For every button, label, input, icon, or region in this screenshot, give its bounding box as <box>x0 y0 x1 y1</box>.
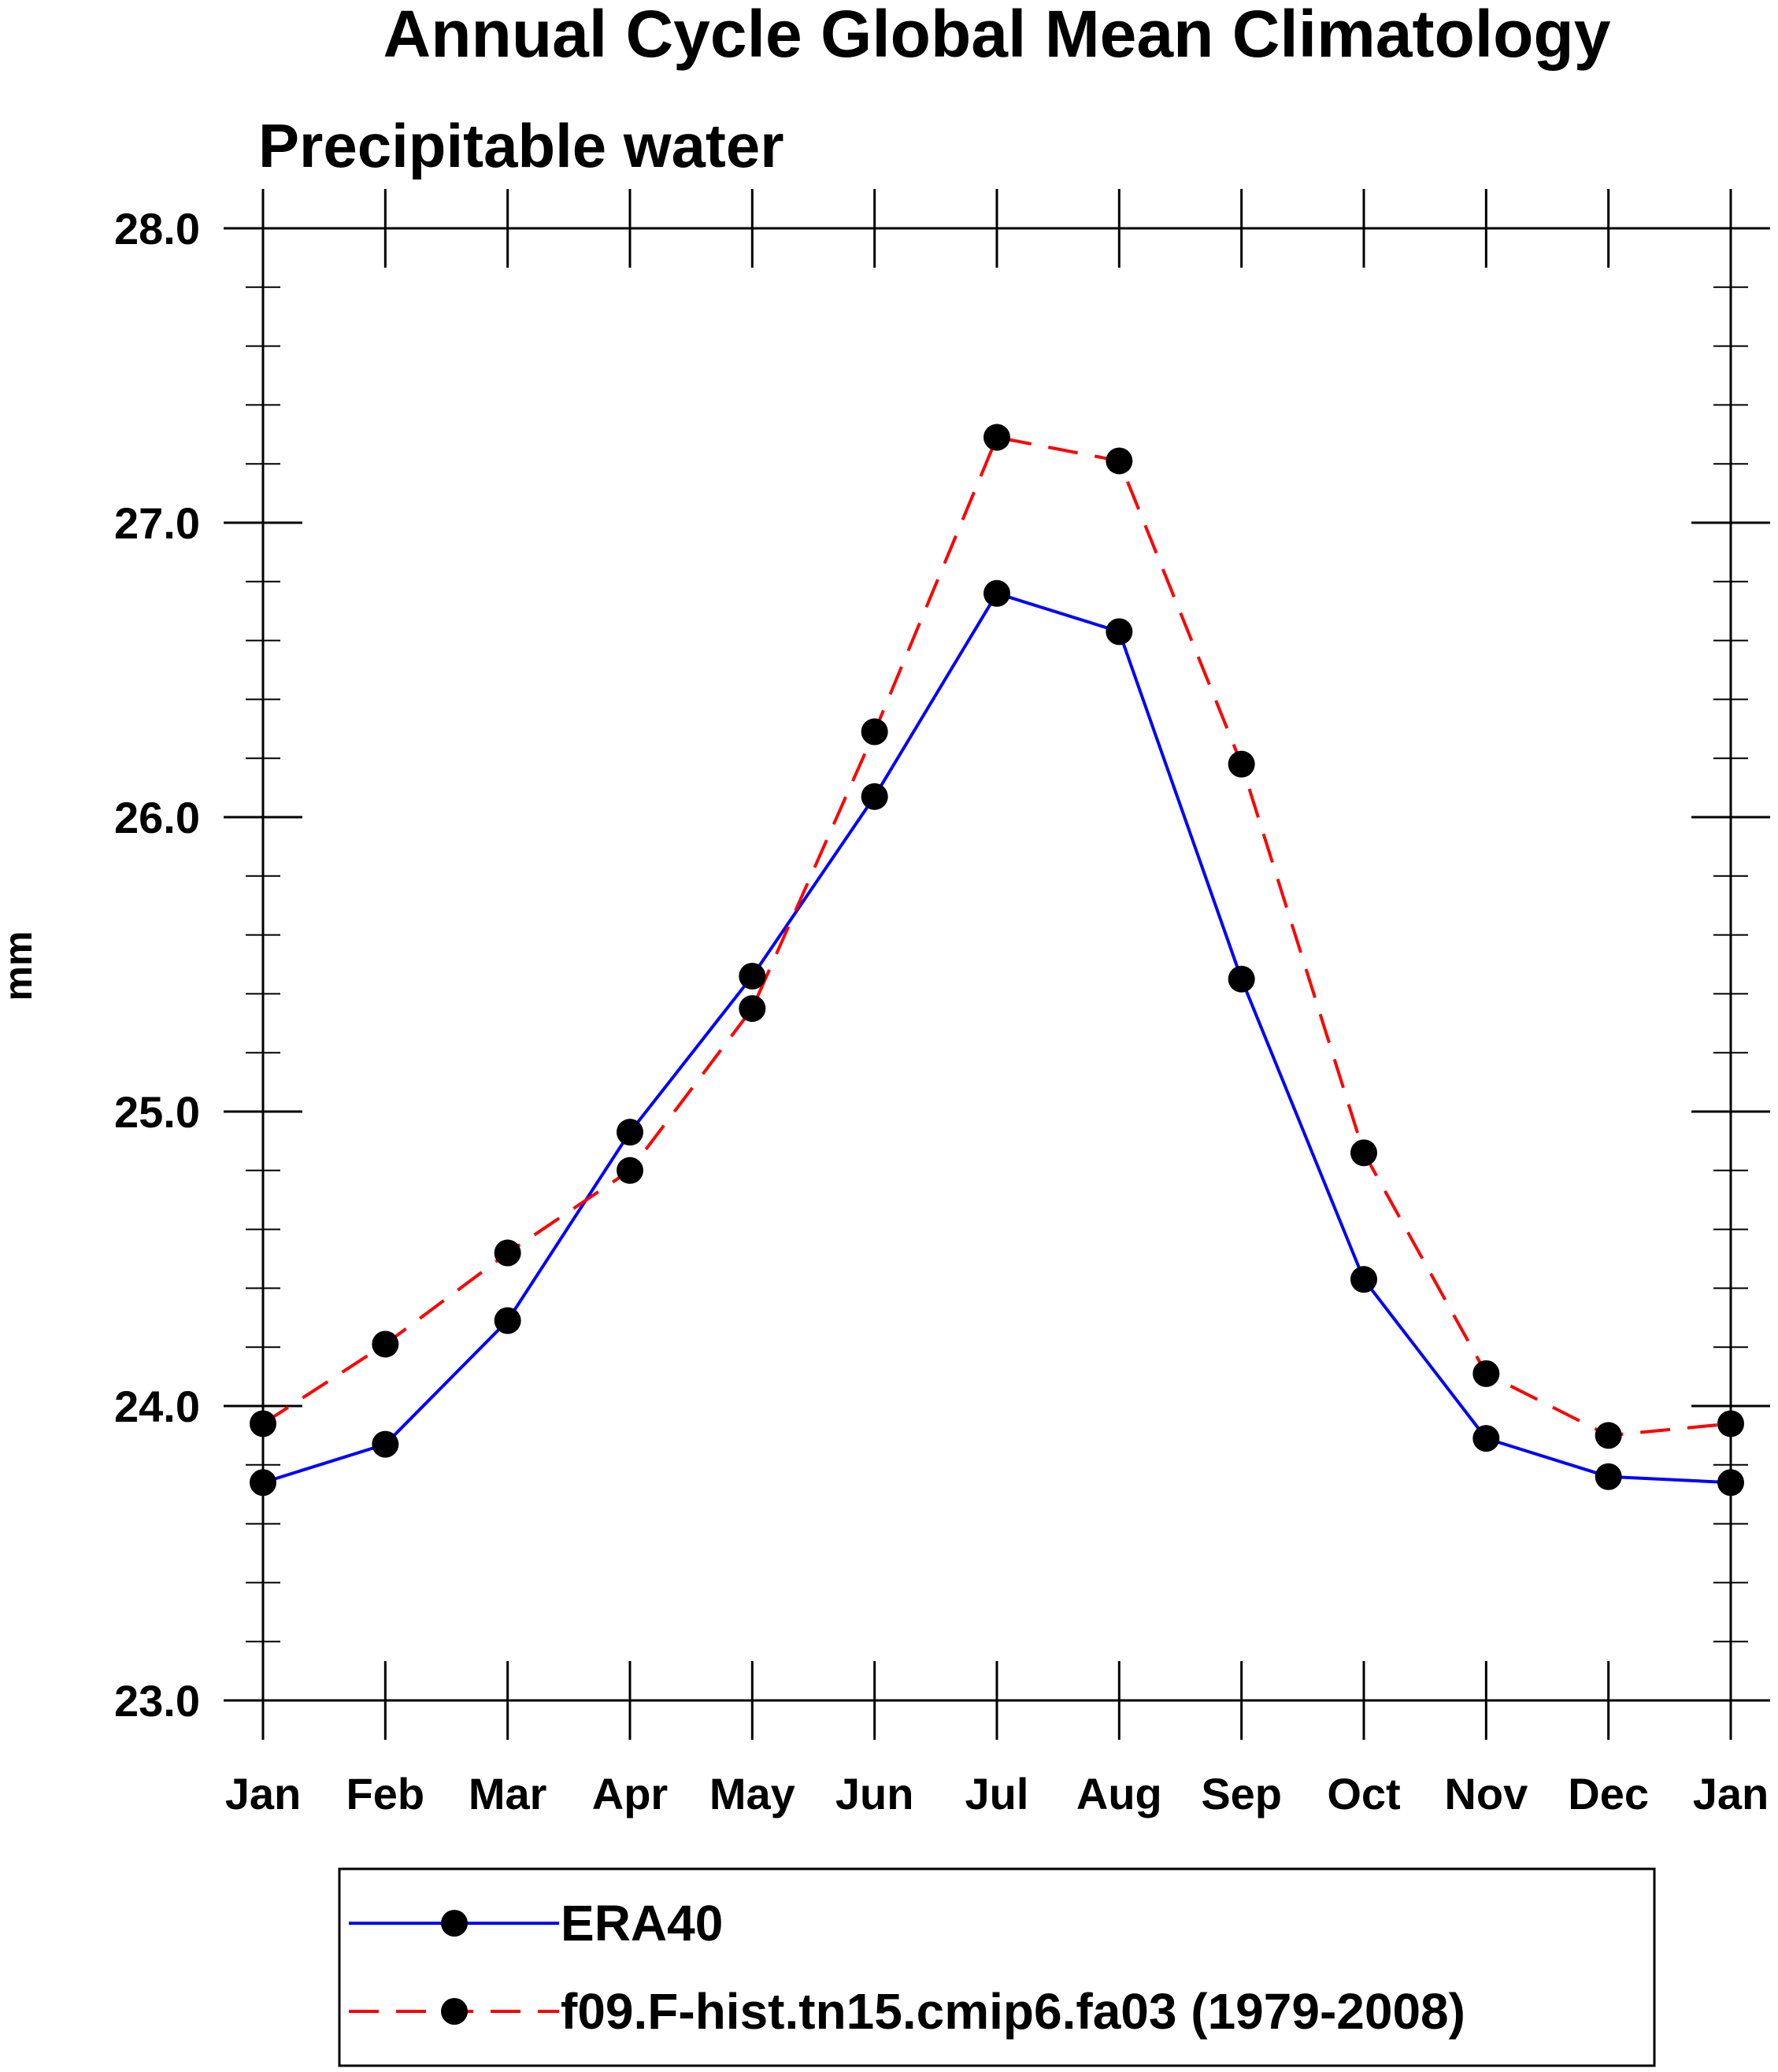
data-point-model <box>494 1239 521 1267</box>
data-point-model <box>1106 447 1133 475</box>
x-tick-label: Oct <box>1327 1769 1400 1819</box>
data-point-era40 <box>983 579 1010 607</box>
y-axis-label: mm <box>0 931 40 1001</box>
x-tick-label: Sep <box>1201 1769 1282 1819</box>
x-tick-label: Aug <box>1076 1769 1162 1819</box>
data-point-model <box>1350 1139 1377 1167</box>
data-point-model <box>250 1410 276 1437</box>
data-point-model <box>1228 750 1255 778</box>
data-point-era40 <box>1106 618 1133 646</box>
y-tick-label: 28.0 <box>114 204 200 253</box>
data-point-era40 <box>617 1119 643 1146</box>
plot-area: 23.0 24.0 25.0 26.0 27.0 28.0 Jan Feb Mar Apr May J… <box>114 189 1770 1819</box>
x-tick-label: Apr <box>592 1769 668 1819</box>
data-point-model <box>861 718 888 746</box>
data-point-model <box>739 995 766 1023</box>
data-point-era40 <box>494 1307 521 1334</box>
data-point-era40 <box>1350 1266 1377 1293</box>
y-tick-label: 26.0 <box>114 793 200 842</box>
legend: ERA40 f09.F-hist.tn15.cmip6.fa03 (1979-20… <box>338 1867 1656 2067</box>
data-point-era40 <box>739 962 766 990</box>
data-point-model <box>372 1330 399 1358</box>
x-tick-label: Nov <box>1444 1769 1528 1819</box>
y-tick-label: 23.0 <box>114 1676 200 1726</box>
x-tick-label: Jun <box>835 1769 914 1819</box>
x-tick-label: Dec <box>1568 1769 1649 1819</box>
y-tick-label: 24.0 <box>114 1382 200 1431</box>
data-point-era40 <box>250 1469 276 1497</box>
chart-title: Annual Cycle Global Mean Climatology <box>383 0 1611 71</box>
x-tick-label: Feb <box>346 1769 425 1819</box>
y-tick-label: 25.0 <box>114 1087 200 1137</box>
x-tick-label: Jul <box>965 1769 1029 1819</box>
data-point-model <box>1595 1422 1622 1449</box>
x-tick-label: May <box>709 1769 795 1819</box>
data-point-era40 <box>1717 1469 1744 1497</box>
legend-marker-era40 <box>441 1910 468 1937</box>
data-point-model <box>983 424 1010 451</box>
data-point-era40 <box>1472 1425 1500 1452</box>
x-tick-label: Jan <box>1693 1769 1769 1819</box>
legend-label-model: f09.F-hist.tn15.cmip6.fa03 (1979-2008) <box>561 1983 1465 2040</box>
data-point-model <box>1717 1410 1744 1437</box>
y-tick-label: 27.0 <box>114 498 200 548</box>
legend-label-era40: ERA40 <box>561 1895 723 1952</box>
chart-subtitle: Precipitable water <box>258 111 784 180</box>
legend-box <box>338 1867 1656 2067</box>
data-point-model <box>1472 1360 1500 1387</box>
data-point-era40 <box>1228 965 1255 993</box>
x-tick-label: Jan <box>225 1769 302 1819</box>
legend-marker-model <box>441 1998 468 2025</box>
data-point-era40 <box>372 1430 399 1458</box>
data-point-era40 <box>861 783 888 810</box>
data-point-model <box>617 1156 643 1184</box>
x-tick-label: Mar <box>469 1769 547 1819</box>
data-point-era40 <box>1595 1463 1622 1490</box>
